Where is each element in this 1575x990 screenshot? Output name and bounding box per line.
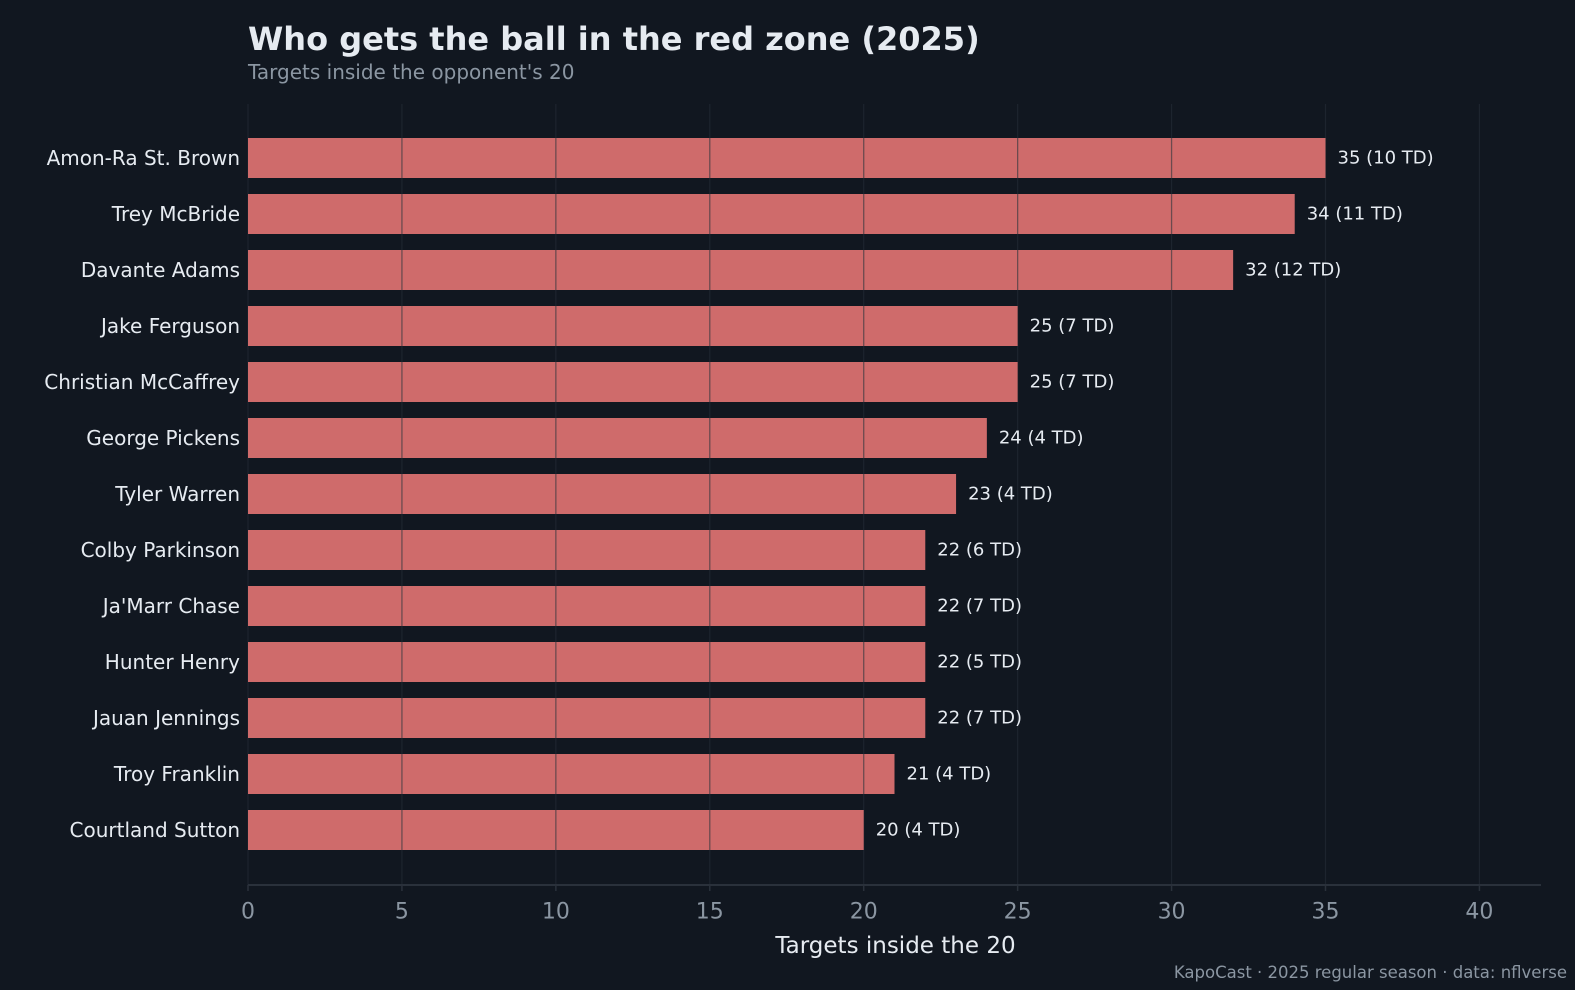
data-label: 22 (5 TD) xyxy=(937,652,1022,673)
chart-title: Who gets the ball in the red zone (2025) xyxy=(248,20,980,58)
bar-george-pickens xyxy=(248,418,987,458)
bar-christian-mccaffrey xyxy=(248,362,1018,402)
data-label: 22 (6 TD) xyxy=(937,540,1022,561)
x-tick-label: 40 xyxy=(1465,900,1493,925)
bar-amon-ra-st-brown xyxy=(248,138,1326,178)
data-label: 20 (4 TD) xyxy=(876,820,961,841)
data-label: 23 (4 TD) xyxy=(968,484,1053,505)
category-label: George Pickens xyxy=(86,426,240,450)
x-tick-label: 30 xyxy=(1158,900,1186,925)
x-tick-label: 5 xyxy=(395,900,409,925)
category-label: Jauan Jennings xyxy=(91,706,240,730)
labels: Amon-Ra St. Brown 35 (10 TD) Trey McBride 3… xyxy=(44,146,1433,842)
data-label: 24 (4 TD) xyxy=(999,428,1084,449)
x-tick-label: 35 xyxy=(1312,900,1340,925)
data-label: 34 (11 TD) xyxy=(1307,204,1403,225)
bar-tyler-warren xyxy=(248,474,957,514)
category-label: Ja'Marr Chase xyxy=(101,594,240,618)
bar-trey-mcbride xyxy=(248,194,1295,234)
x-axis-label: Targets inside the 20 xyxy=(774,933,1015,959)
category-label: Christian McCaffrey xyxy=(44,370,240,394)
category-label: Courtland Sutton xyxy=(70,818,240,842)
bar-jauan-jennings xyxy=(248,698,926,738)
data-label: 21 (4 TD) xyxy=(907,764,992,785)
bars xyxy=(248,138,1326,850)
category-label: Davante Adams xyxy=(81,258,240,282)
category-label: Trey McBride xyxy=(111,202,240,226)
data-label: 22 (7 TD) xyxy=(937,708,1022,729)
category-label: Jake Ferguson xyxy=(99,314,240,338)
category-label: Troy Franklin xyxy=(113,762,240,786)
data-label: 32 (12 TD) xyxy=(1245,260,1341,281)
bar-ja-marr-chase xyxy=(248,586,926,626)
category-label: Hunter Henry xyxy=(105,650,240,674)
data-label: 25 (7 TD) xyxy=(1030,372,1115,393)
data-label: 35 (10 TD) xyxy=(1338,148,1434,169)
source-credit: KapoCast · 2025 regular season · data: n… xyxy=(1173,963,1567,982)
category-label: Colby Parkinson xyxy=(81,538,240,562)
bar-colby-parkinson xyxy=(248,530,926,570)
x-tick-label: 10 xyxy=(542,900,570,925)
data-label: 25 (7 TD) xyxy=(1030,316,1115,337)
chart-subtitle: Targets inside the opponent's 20 xyxy=(248,60,575,84)
bar-davante-adams xyxy=(248,250,1234,290)
category-label: Tyler Warren xyxy=(114,482,240,506)
bar-jake-ferguson xyxy=(248,306,1018,346)
data-label: 22 (7 TD) xyxy=(937,596,1022,617)
category-label: Amon-Ra St. Brown xyxy=(47,146,240,170)
bar-hunter-henry xyxy=(248,642,926,682)
bar-grid-overlay xyxy=(401,138,1173,850)
x-tick-label: 20 xyxy=(850,900,878,925)
x-tick-label: 25 xyxy=(1004,900,1032,925)
x-tick-label: 15 xyxy=(696,900,724,925)
bar-troy-franklin xyxy=(248,754,895,794)
x-axis-ticks: 0 5 10 15 20 25 30 35 40 xyxy=(241,885,1493,925)
x-tick-label: 0 xyxy=(241,900,255,925)
